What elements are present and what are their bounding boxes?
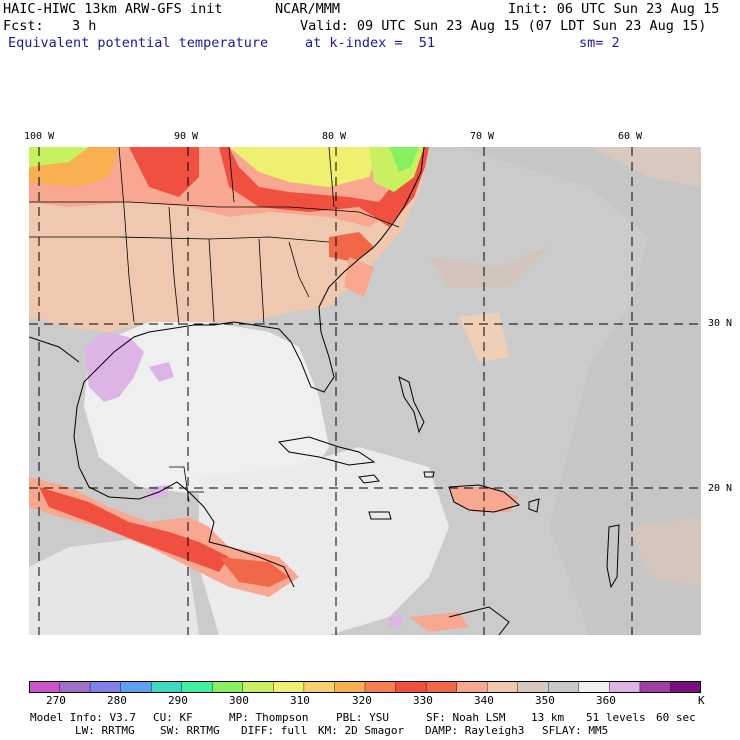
colorbar-cell: [456, 681, 488, 693]
colorbar-cell: [548, 681, 580, 693]
state-borders: [29, 147, 400, 503]
colorbar-tick-360: 360: [596, 694, 616, 707]
colorbar-tick-300: 300: [229, 694, 249, 707]
theta-e-map: [29, 147, 701, 635]
colorbar-tick-320: 320: [352, 694, 372, 707]
colorbar-cell: [273, 681, 305, 693]
colorbar-cell: [639, 681, 672, 693]
colorbar-cell: [517, 681, 549, 693]
forecast-hour: 3 h: [72, 18, 97, 34]
timestep: 60 sec: [656, 711, 696, 724]
colorbar-tick-330: 330: [413, 694, 433, 707]
lon-label-80w: 80 W: [322, 131, 347, 142]
colorbar-cell: [334, 681, 366, 693]
lon-label-60w: 60 W: [618, 131, 643, 142]
field-shading: [29, 147, 701, 635]
colorbar-cell: [89, 681, 122, 693]
colorbar-cell: [181, 681, 213, 693]
colorbar-cell: [29, 681, 61, 693]
surface-layer-option: SFLAY: MM5: [542, 724, 609, 737]
grid-spacing: 13 km: [531, 711, 565, 724]
pbl-scheme: PBL: YSU: [336, 711, 389, 724]
colorbar-cell: [242, 681, 275, 693]
cumulus-scheme: CU: KF: [153, 711, 193, 724]
colorbar-cell: [364, 681, 397, 693]
model-version: Model Info: V3.7: [30, 711, 136, 724]
coastlines: [29, 147, 620, 635]
lon-label-100w: 100 W: [24, 131, 55, 142]
colorbar-cell: [120, 681, 152, 693]
colorbar-cell: [150, 681, 183, 693]
colorbar: [29, 681, 701, 693]
smoothing-value: sm= 2: [579, 35, 620, 51]
colorbar-tick-270: 270: [46, 694, 66, 707]
field-name: Equivalent potential temperature: [8, 35, 269, 51]
microphysics-scheme: MP: Thompson: [229, 711, 309, 724]
colorbar-tick-280: 280: [107, 694, 127, 707]
forecast-label: Fcst:: [3, 18, 44, 34]
surface-scheme: SF: Noah LSM: [426, 711, 506, 724]
longwave-scheme: LW: RRTMG: [75, 724, 135, 737]
lon-label-90w: 90 W: [174, 131, 199, 142]
colorbar-tick-310: 310: [290, 694, 310, 707]
colorbar-cell: [578, 681, 611, 693]
graticule: [29, 147, 701, 635]
lon-label-70w: 70 W: [470, 131, 495, 142]
center-label: NCAR/MMM: [275, 1, 341, 17]
vertical-levels: 51 levels: [586, 711, 646, 724]
colorbar-cell: [425, 681, 458, 693]
model-title: HAIC-HIWC 13km ARW-GFS init: [3, 1, 223, 17]
init-time: Init: 06 UTC Sun 23 Aug 15: [508, 1, 720, 17]
colorbar-tick-290: 290: [168, 694, 188, 707]
colorbar-cell: [395, 681, 427, 693]
colorbar-cell: [670, 681, 701, 693]
colorbar-cell: [212, 681, 244, 693]
valid-time: Valid: 09 UTC Sun 23 Aug 15 (07 LDT Sun …: [300, 18, 707, 34]
colorbar-cell: [486, 681, 519, 693]
colorbar-unit: K: [698, 694, 705, 707]
shortwave-scheme: SW: RRTMG: [160, 724, 220, 737]
damping-option: DAMP: Rayleigh3: [425, 724, 525, 737]
colorbar-tick-340: 340: [474, 694, 494, 707]
colorbar-cell: [59, 681, 91, 693]
diffusion-option: DIFF: full: [241, 724, 308, 737]
level-index: at k-index = 51: [305, 35, 436, 51]
lat-label-20n: 20 N: [708, 483, 733, 494]
km-option: KM: 2D Smagor: [318, 724, 405, 737]
colorbar-tick-350: 350: [535, 694, 555, 707]
colorbar-cell: [303, 681, 336, 693]
colorbar-cell: [609, 681, 641, 693]
lat-label-30n: 30 N: [708, 318, 733, 329]
